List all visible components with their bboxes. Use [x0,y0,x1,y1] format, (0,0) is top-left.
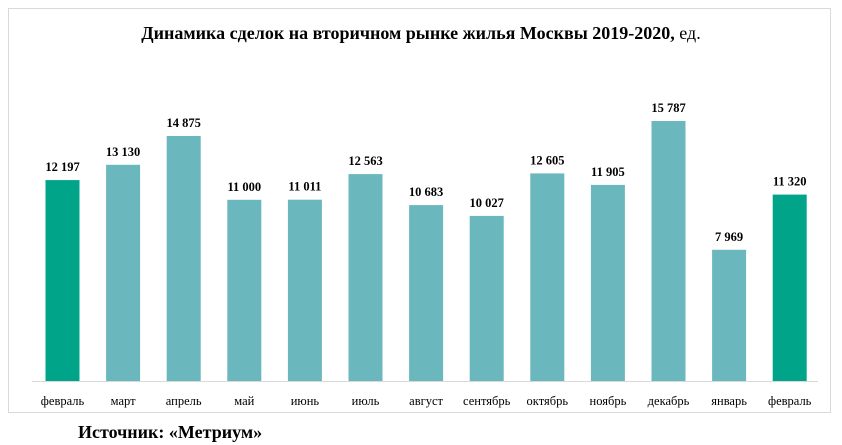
bar-4 [287,199,322,381]
category-label-3: май [234,394,254,408]
category-label-6: август [409,394,443,408]
category-label-1: март [111,394,136,408]
category-label-9: ноябрь [590,394,627,408]
value-label-2: 14 875 [167,116,201,130]
chart-title-text: Динамика сделок на вторичном рынке жилья… [141,23,675,43]
value-label-5: 12 563 [348,154,382,168]
category-label-0: февраль [41,394,85,408]
category-labels-group: февраль март апрель май июнь июль август сентяб… [41,394,812,408]
bar-12 [772,194,807,381]
value-label-1: 13 130 [106,145,140,159]
bar-3 [227,199,262,381]
source-note: Источник: «Метриум» [78,422,263,442]
value-label-9: 11 905 [591,165,625,179]
category-label-10: декабрь [648,394,690,408]
bar-0 [45,180,80,381]
bar-9 [590,184,625,381]
chart-title: Динамика сделок на вторичном рынке жилья… [0,23,842,44]
bar-10 [651,121,686,381]
value-label-0: 12 197 [45,160,79,174]
bar-6 [409,205,444,381]
bar-7 [469,215,504,381]
bar-1 [106,164,141,381]
value-label-4: 11 011 [288,180,321,194]
bar-8 [530,173,565,381]
value-label-11: 7 969 [715,230,743,244]
value-labels-group: 12 197 13 130 14 875 11 000 11 011 12 563 10 6… [45,101,806,244]
value-label-6: 10 683 [409,185,443,199]
category-label-5: июль [352,394,380,408]
bar-2 [166,136,201,381]
bar-5 [348,174,383,381]
category-label-7: сентябрь [463,394,511,408]
category-label-12: февраль [768,394,812,408]
category-label-8: октябрь [527,394,569,408]
value-label-8: 12 605 [530,153,564,167]
category-label-2: апрель [166,394,202,408]
category-label-11: январь [711,394,747,408]
bar-11 [712,249,747,381]
value-label-10: 15 787 [651,101,685,115]
value-label-7: 10 027 [470,196,504,210]
chart-title-unit: ед. [679,23,701,43]
category-label-4: июнь [291,394,320,408]
bars-group [45,121,807,381]
value-label-12: 11 320 [773,175,807,189]
value-label-3: 11 000 [227,180,261,194]
